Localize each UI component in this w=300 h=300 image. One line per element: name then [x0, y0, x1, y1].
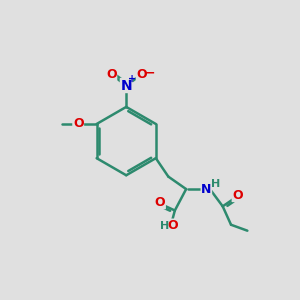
- Text: H: H: [160, 220, 170, 231]
- Text: O: O: [106, 68, 117, 81]
- Text: O: O: [136, 68, 147, 81]
- Text: O: O: [167, 219, 178, 232]
- Text: O: O: [73, 118, 83, 130]
- Text: O: O: [155, 196, 165, 209]
- Text: H: H: [211, 179, 220, 189]
- Text: −: −: [145, 67, 155, 80]
- Text: O: O: [232, 188, 243, 202]
- Text: N: N: [201, 183, 212, 196]
- Text: +: +: [128, 74, 136, 84]
- Text: N: N: [120, 79, 132, 92]
